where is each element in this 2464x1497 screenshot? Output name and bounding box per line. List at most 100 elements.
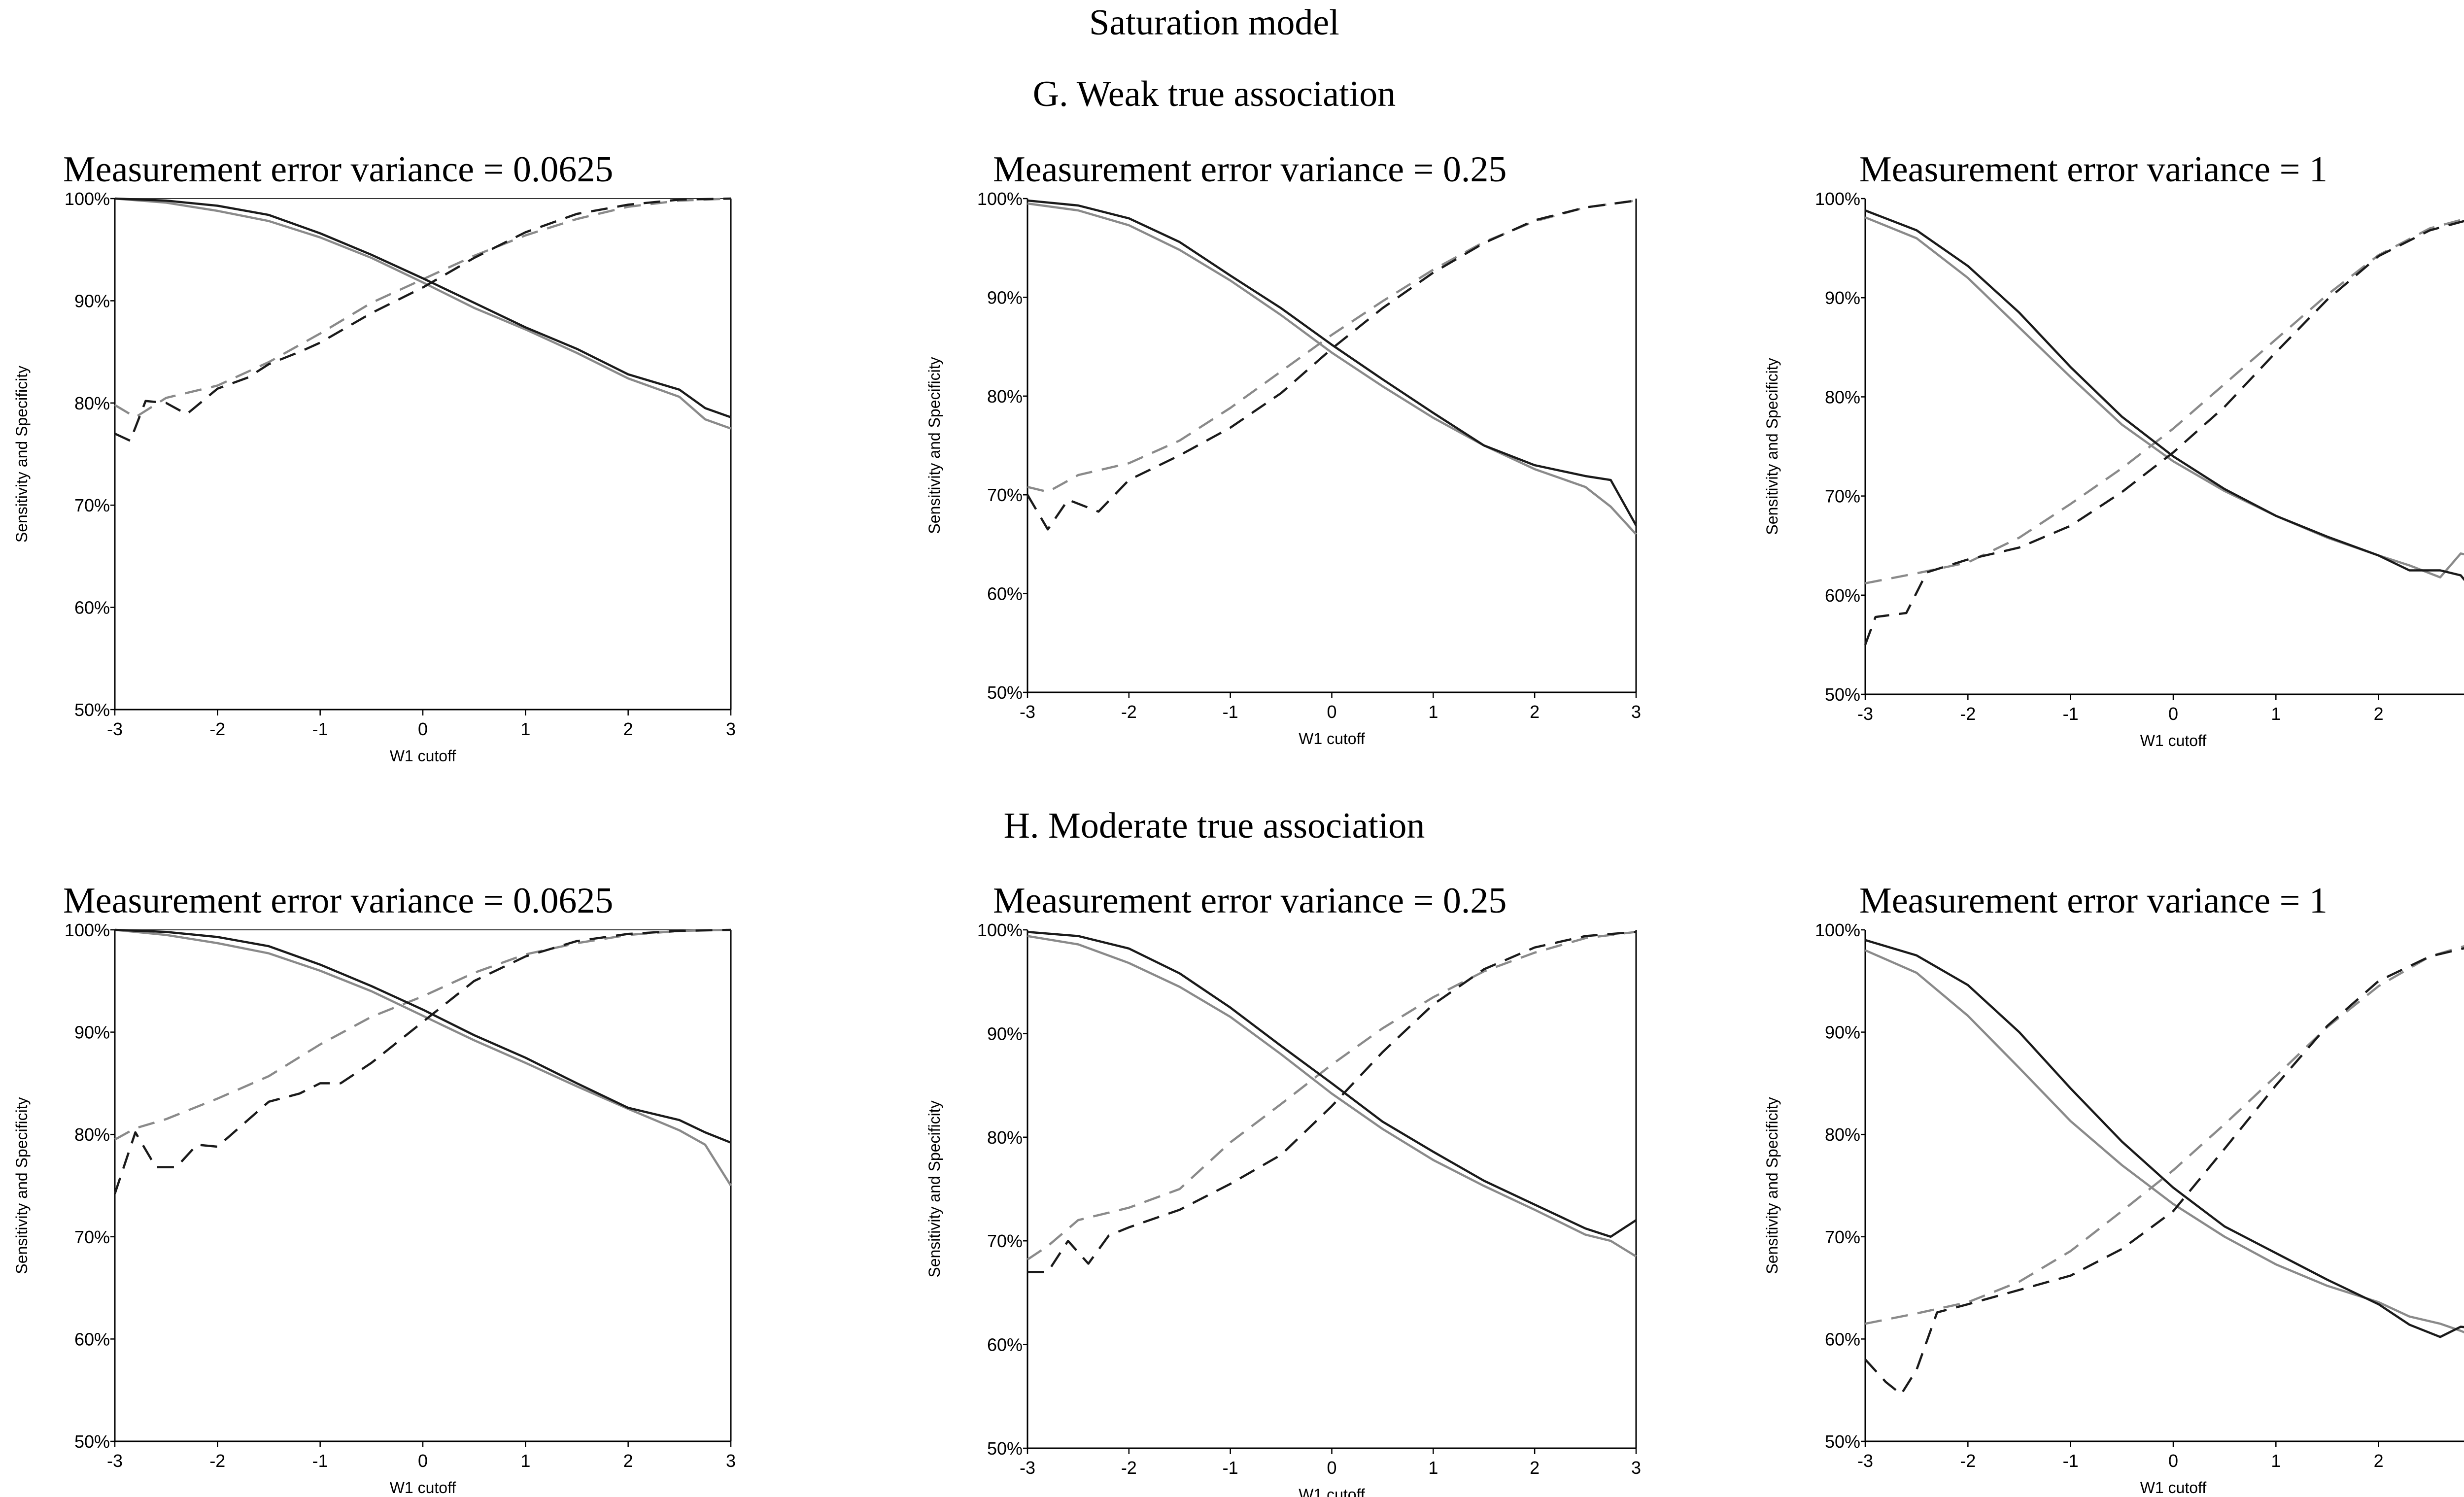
y-tick-label: 70% — [1825, 486, 1860, 507]
y-tick-label: 70% — [987, 485, 1023, 505]
chart-title: Measurement error variance = 0.0625 — [63, 881, 613, 921]
x-tick-label: 2 — [623, 719, 633, 739]
figure-title: Saturation model — [1089, 2, 1339, 43]
series-line-light-dashed — [1865, 945, 2464, 1325]
y-axis-label: Sensitivity and Specificity — [925, 1100, 943, 1277]
x-axis-label: W1 cutoff — [390, 1479, 456, 1497]
x-tick-label: 1 — [1428, 1458, 1438, 1478]
y-axis-label: Sensitivity and Specificity — [925, 357, 943, 534]
y-tick-label: 90% — [74, 1022, 110, 1043]
series-line-light-solid — [1865, 949, 2464, 1333]
y-tick-label: 70% — [74, 1227, 110, 1247]
x-tick-label: -2 — [209, 719, 225, 739]
y-tick-label: 100% — [65, 920, 110, 940]
y-tick-label: 90% — [987, 1023, 1023, 1044]
x-tick-label: -1 — [1223, 1458, 1238, 1478]
y-tick-label: 100% — [977, 920, 1023, 940]
y-tick-label: 100% — [977, 189, 1023, 209]
x-tick-label: -1 — [312, 1451, 328, 1471]
series-line-dark-dashed — [1864, 947, 2464, 1395]
series-line-dark-dashed — [1027, 930, 1637, 1273]
x-tick-label: -1 — [2063, 1451, 2079, 1471]
chart-panel-3: Measurement error variance = 1 50% 60% 70% 8… — [1763, 149, 2464, 749]
y-tick-label: 60% — [74, 598, 110, 618]
x-tick-label: 0 — [418, 1451, 428, 1471]
y-tick-label: 60% — [987, 584, 1023, 604]
chart-panel-6: Measurement error variance = 1 50% 60% 70% 8… — [1763, 881, 2464, 1497]
series-line-dark-solid — [1865, 209, 2464, 581]
x-tick-label: -2 — [1960, 704, 1976, 724]
x-tick-label: -1 — [312, 719, 328, 739]
x-axis-label: W1 cutoff — [2140, 732, 2207, 749]
x-tick-label: -1 — [2063, 704, 2079, 724]
series-line-dark-dashed — [114, 197, 731, 442]
y-tick-label: 80% — [1825, 1124, 1860, 1145]
x-axis-label: W1 cutoff — [390, 747, 456, 765]
series-line-light-solid — [1027, 935, 1637, 1258]
y-tick-label: 90% — [987, 287, 1023, 307]
chart-title: Measurement error variance = 0.25 — [993, 149, 1506, 190]
y-tick-label: 80% — [1825, 387, 1860, 407]
x-tick-label: 3 — [726, 719, 736, 739]
x-tick-label: -1 — [1223, 702, 1238, 722]
x-tick-label: -3 — [1020, 1458, 1035, 1478]
x-tick-label: 1 — [520, 719, 530, 739]
x-tick-label: -3 — [1857, 704, 1873, 724]
chart-panel-1: Measurement error variance = 0.0625 50% 60… — [13, 149, 736, 765]
y-tick-label: 100% — [65, 189, 110, 209]
y-tick-label: 70% — [987, 1231, 1023, 1251]
x-tick-label: 0 — [2168, 704, 2178, 724]
y-tick-label: 60% — [74, 1329, 110, 1349]
y-tick-label: 80% — [987, 386, 1023, 407]
y-tick-label: 50% — [74, 1431, 110, 1452]
series-line-dark-solid — [1027, 199, 1637, 526]
y-tick-label: 70% — [74, 495, 110, 515]
y-tick-label: 60% — [1825, 585, 1860, 606]
x-axis-label: W1 cutoff — [1299, 730, 1365, 748]
x-tick-label: 3 — [1631, 702, 1641, 722]
series-line-dark-dashed — [1027, 199, 1637, 531]
series-line-dark-dashed — [113, 928, 731, 1194]
y-tick-label: 50% — [987, 1438, 1023, 1459]
series-line-dark-solid — [114, 197, 731, 418]
x-tick-label: 2 — [623, 1451, 633, 1471]
series-line-light-dashed — [1027, 199, 1637, 493]
y-tick-label: 60% — [1825, 1329, 1860, 1349]
section-title-moderate: H. Moderate true association — [1004, 806, 1425, 846]
x-tick-label: -2 — [1960, 1451, 1976, 1471]
y-tick-label: 80% — [987, 1127, 1023, 1148]
x-tick-label: 3 — [726, 1451, 736, 1471]
series-line-light-dashed — [1027, 930, 1637, 1260]
x-axis-label: W1 cutoff — [2140, 1479, 2207, 1497]
x-tick-label: 0 — [418, 719, 428, 739]
y-tick-label: 90% — [1825, 1022, 1860, 1043]
x-tick-label: -2 — [1121, 1458, 1137, 1478]
y-tick-label: 50% — [987, 682, 1023, 703]
y-tick-label: 50% — [74, 700, 110, 720]
chart-panel-5: Measurement error variance = 0.25 50% 60% 7… — [925, 881, 1641, 1497]
series-line-dark-dashed — [1864, 220, 2464, 646]
x-tick-label: 1 — [1428, 702, 1438, 722]
x-tick-label: 1 — [2271, 1451, 2281, 1471]
x-tick-label: 0 — [1327, 702, 1336, 722]
y-tick-label: 90% — [1825, 288, 1860, 308]
y-axis-label: Sensitivity and Specificity — [13, 1097, 31, 1274]
y-tick-label: 50% — [1825, 684, 1860, 705]
y-tick-label: 60% — [987, 1335, 1023, 1355]
series-line-light-solid — [114, 928, 732, 1187]
section-title-weak: G. Weak true association — [1033, 74, 1396, 114]
chart-title: Measurement error variance = 0.0625 — [63, 149, 613, 190]
x-tick-label: -3 — [107, 719, 123, 739]
y-tick-label: 80% — [74, 1124, 110, 1145]
x-tick-label: -3 — [1020, 702, 1035, 722]
chart-panels: Measurement error variance = 0.0625 50% 60… — [13, 149, 2464, 1497]
x-tick-label: -2 — [1121, 702, 1137, 722]
series-line-dark-solid — [1027, 930, 1637, 1238]
series-line-light-solid — [114, 197, 731, 430]
y-tick-label: 70% — [1825, 1227, 1860, 1247]
x-axis-label: W1 cutoff — [1299, 1486, 1365, 1497]
y-axis-label: Sensitivity and Specificity — [1763, 358, 1781, 535]
series-line-light-solid — [1865, 216, 2464, 578]
x-tick-label: 2 — [2374, 704, 2384, 724]
series-line-light-dashed — [114, 928, 731, 1141]
